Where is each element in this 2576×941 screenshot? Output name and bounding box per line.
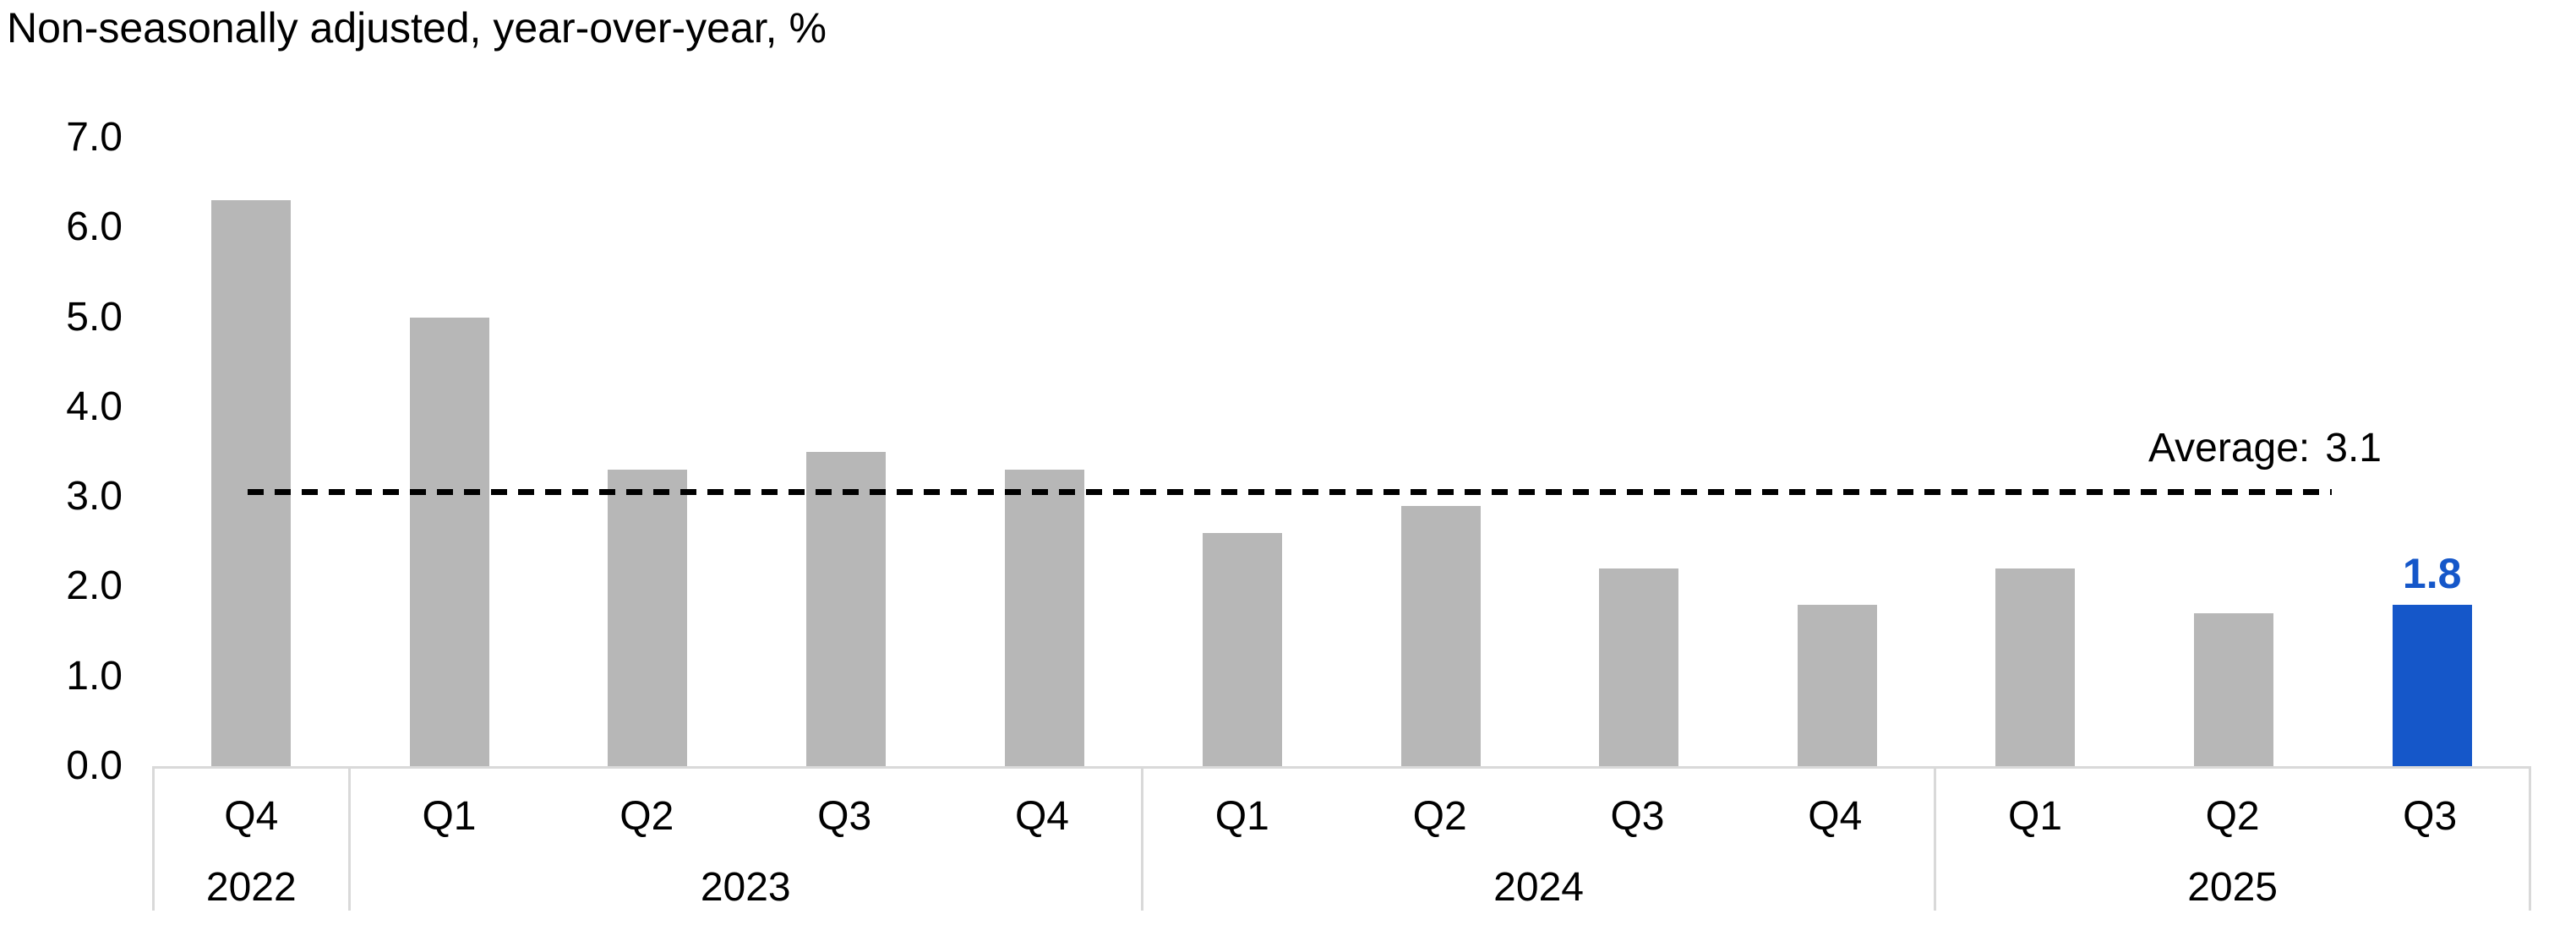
y-axis-tick-label: 0.0 xyxy=(66,743,123,788)
bar xyxy=(608,470,688,766)
bar-slot xyxy=(548,138,747,766)
quarter-label: Q3 xyxy=(1610,793,1665,839)
bar-slot xyxy=(1738,138,1937,766)
quarter-label: Q1 xyxy=(422,793,477,839)
quarter-label: Q4 xyxy=(1014,793,1069,839)
year-group-2022: Q4 2022 xyxy=(152,769,351,911)
average-label-text: Average: xyxy=(2148,425,2311,470)
bar-slot xyxy=(945,138,1143,766)
bar-slot: 1.8 xyxy=(2333,138,2531,766)
average-value: 3.1 xyxy=(2325,425,2382,470)
y-axis-tick-label: 1.0 xyxy=(66,653,123,699)
y-axis-tick-label: 6.0 xyxy=(66,204,123,250)
quarter-label: Q1 xyxy=(2008,793,2063,839)
bar-slot xyxy=(1143,138,1342,766)
quarter-label: Q2 xyxy=(2205,793,2260,839)
bar xyxy=(1203,532,1283,766)
quarter-label: Q3 xyxy=(2403,793,2458,839)
bars-container: 1.8 xyxy=(152,138,2531,766)
bar-slot xyxy=(152,138,351,766)
quarter-label: Q4 xyxy=(224,793,279,839)
y-axis-tick-label: 4.0 xyxy=(66,383,123,429)
quarter-row: Q1 Q2 Q3 Q4 xyxy=(351,769,1141,863)
year-label: 2024 xyxy=(1493,864,1584,910)
bar-slot xyxy=(1540,138,1738,766)
bar xyxy=(409,317,489,766)
quarter-label: Q2 xyxy=(1412,793,1467,839)
quarter-label: Q4 xyxy=(1808,793,1863,839)
bar xyxy=(1599,568,1679,766)
bar xyxy=(806,452,887,766)
highlighted-bar-value-label: 1.8 xyxy=(2402,549,2462,597)
year-label: 2025 xyxy=(2187,864,2278,910)
bar-slot xyxy=(351,138,549,766)
y-axis-tick-label: 2.0 xyxy=(66,563,123,609)
y-axis-tick-label: 3.0 xyxy=(66,474,123,519)
bar xyxy=(1797,604,1877,766)
plot-area: 1.8 Average: 3.1 xyxy=(152,138,2531,766)
quarter-label: Q1 xyxy=(1214,793,1269,839)
y-axis-tick-label: 5.0 xyxy=(66,294,123,340)
bar xyxy=(1004,470,1084,766)
bar-highlighted xyxy=(2392,604,2472,766)
year-group-2024: Q1 Q2 Q3 Q4 2024 xyxy=(1143,769,1937,911)
year-group-2025: Q1 Q2 Q3 2025 xyxy=(1936,769,2531,911)
year-label: 2022 xyxy=(205,864,297,910)
bar xyxy=(2194,613,2274,766)
bar xyxy=(1400,505,1481,766)
bar-slot xyxy=(2135,138,2333,766)
year-label: 2023 xyxy=(700,864,791,910)
y-axis-tick-label: 7.0 xyxy=(66,115,123,160)
quarter-row: Q1 Q2 Q3 xyxy=(1936,769,2529,863)
quarter-label: Q3 xyxy=(817,793,872,839)
quarter-row: Q1 Q2 Q3 Q4 xyxy=(1143,769,1934,863)
quarter-label: Q2 xyxy=(619,793,674,839)
average-dashed-line xyxy=(248,489,2332,496)
bar-slot xyxy=(1936,138,2135,766)
bar xyxy=(211,200,292,766)
x-axis: Q4 2022 Q1 Q2 Q3 Q4 2023 Q1 Q2 Q3 Q4 2024 Q1 Q2 Q3 2025 xyxy=(152,766,2531,911)
year-group-2023: Q1 Q2 Q3 Q4 2023 xyxy=(351,769,1143,911)
bar-slot xyxy=(747,138,946,766)
chart-title: Non-seasonally adjusted, year-over-year,… xyxy=(7,4,827,52)
quarter-row: Q4 xyxy=(155,769,348,863)
average-label: Average: 3.1 xyxy=(2148,425,2382,472)
bar xyxy=(1995,568,2076,766)
bar-slot xyxy=(1341,138,1540,766)
